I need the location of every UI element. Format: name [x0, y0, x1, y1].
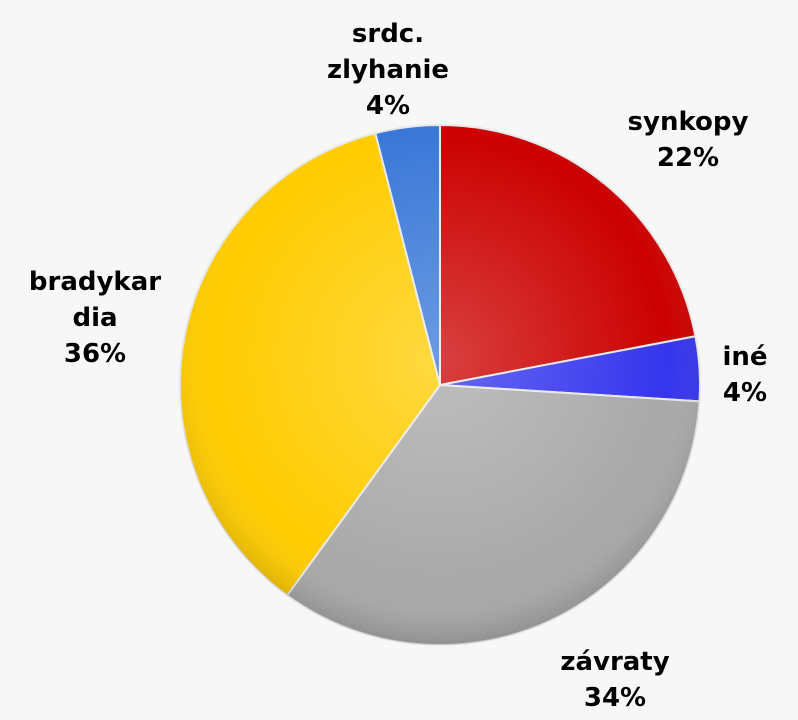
- category-label: iné: [722, 342, 768, 372]
- category-label: závraty: [560, 647, 670, 677]
- value-label: 4%: [722, 378, 768, 408]
- slice-label: synkopy 22%: [588, 104, 788, 176]
- value-label: 4%: [365, 91, 411, 121]
- category-label: srdc. zlyhanie: [326, 19, 450, 85]
- value-label: 34%: [583, 683, 647, 713]
- slice-label: iné 4%: [705, 339, 785, 411]
- category-label: bradykardia: [28, 267, 162, 333]
- slice-label: bradykardia 36%: [20, 264, 170, 372]
- slice-label: srdc. zlyhanie 4%: [288, 16, 488, 124]
- value-label: 22%: [656, 143, 720, 173]
- category-label: synkopy: [627, 107, 749, 137]
- value-label: 36%: [63, 339, 127, 369]
- slice-label: závraty 34%: [515, 644, 715, 716]
